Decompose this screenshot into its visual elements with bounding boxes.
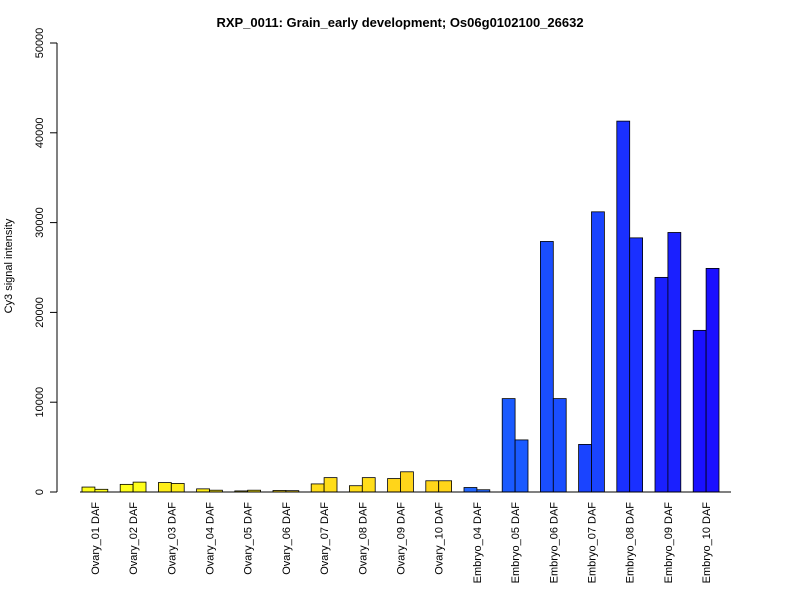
x-tick-label: Embryo_04 DAF	[472, 502, 484, 584]
bar	[425, 480, 440, 493]
y-tick-label: 40000	[34, 118, 46, 149]
x-tick-label: Embryo_07 DAF	[587, 502, 599, 584]
x-tick-label: Embryo_10 DAF	[701, 502, 713, 584]
bar	[514, 439, 529, 493]
y-tick-label: 50000	[34, 28, 46, 59]
bar	[591, 211, 605, 493]
x-tick-label: Embryo_09 DAF	[663, 502, 675, 584]
x-tick-label: Ovary_10 DAF	[434, 502, 446, 575]
bar	[170, 483, 185, 493]
x-axis: Ovary_01 DAF Ovary_02 DAF Ovary_03 DAF Ovar…	[80, 491, 731, 584]
y-tick-label: 10000	[34, 387, 46, 418]
bar	[81, 486, 96, 493]
bars	[81, 120, 720, 493]
bar	[387, 478, 401, 493]
y-tick-label: 0	[34, 489, 46, 495]
bar	[361, 477, 376, 493]
bar	[323, 477, 338, 493]
bar	[463, 487, 478, 493]
bar	[119, 483, 134, 493]
x-tick-label: Embryo_08 DAF	[625, 502, 637, 584]
x-tick-label: Ovary_01 DAF	[90, 502, 102, 575]
x-tick-label: Embryo_06 DAF	[548, 502, 560, 584]
x-tick-label: Ovary_05 DAF	[243, 502, 255, 575]
bar	[438, 480, 453, 493]
x-tick-label: Ovary_03 DAF	[166, 502, 178, 575]
x-tick-label: Embryo_05 DAF	[510, 502, 522, 584]
bar	[132, 481, 147, 493]
bar	[400, 471, 414, 493]
bar	[348, 485, 363, 493]
y-axis: 0 10000 20000 30000 40000 50000	[34, 28, 58, 495]
bar	[552, 398, 567, 493]
bar	[616, 120, 631, 493]
bar	[578, 444, 592, 493]
x-tick-label: Ovary_09 DAF	[396, 502, 408, 575]
bar	[705, 267, 720, 493]
bar	[692, 329, 707, 493]
x-tick-label: Ovary_06 DAF	[281, 502, 293, 575]
x-tick-label: Ovary_02 DAF	[128, 502, 140, 575]
chart-title: RXP_0011: Grain_early development; Os06g…	[216, 15, 583, 30]
y-tick-label: 20000	[34, 297, 46, 328]
y-axis-label: Cy3 signal intensity	[3, 218, 15, 313]
y-tick-label: 30000	[34, 207, 46, 238]
bar	[501, 398, 516, 493]
bar	[667, 232, 682, 493]
bar	[654, 276, 669, 493]
bar	[157, 482, 172, 493]
bar	[540, 241, 554, 493]
bar	[310, 483, 325, 493]
x-tick-label: Ovary_04 DAF	[205, 502, 217, 575]
x-tick-label: Ovary_07 DAF	[319, 502, 331, 575]
x-tick-label: Ovary_08 DAF	[357, 502, 369, 575]
bar	[629, 237, 644, 493]
